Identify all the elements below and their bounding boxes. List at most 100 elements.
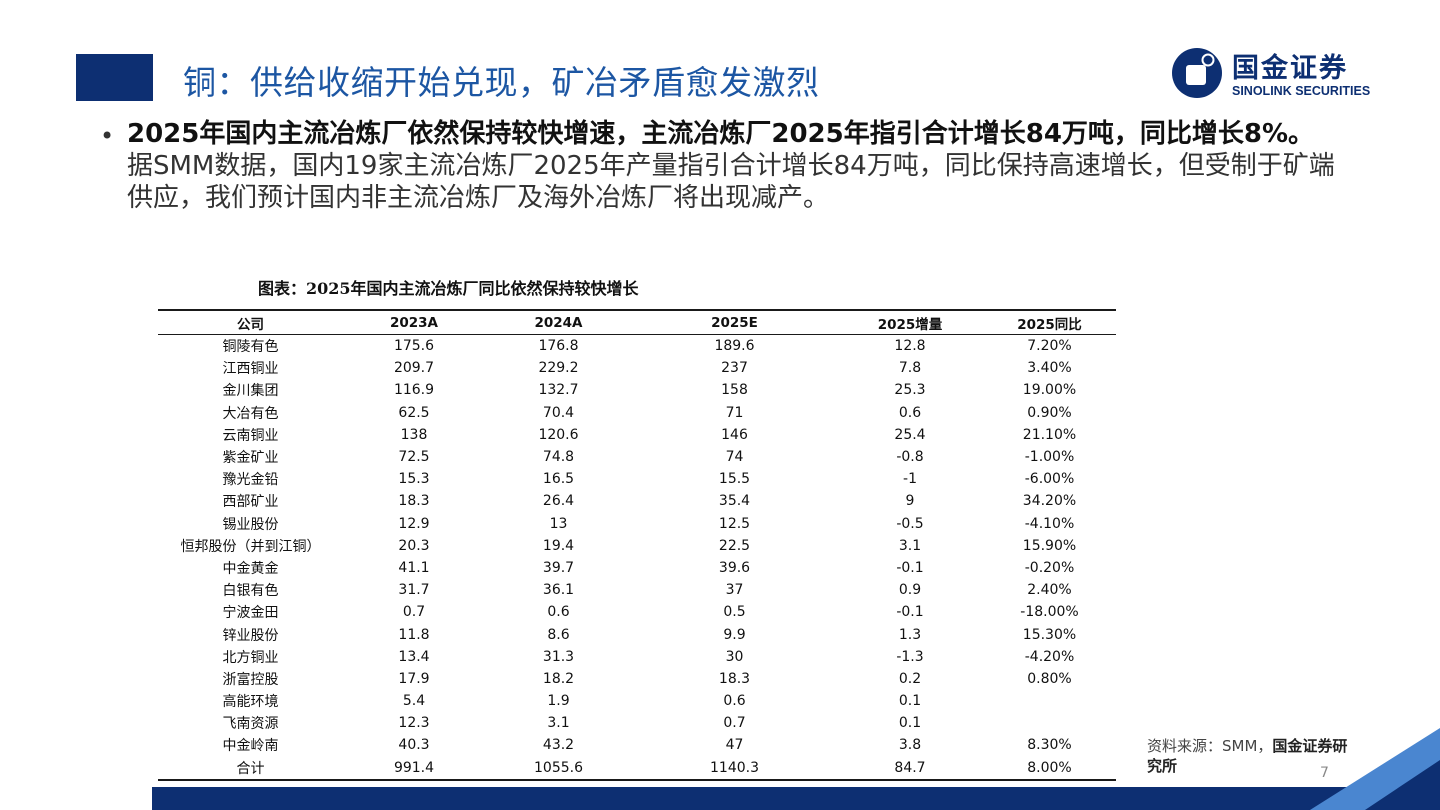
table-row: 云南铜业 138 120.6 146 25.4 21.10%: [158, 424, 1116, 446]
table-cell: 132.7: [538, 382, 579, 399]
slide-title: 铜：供给收缩开始兑现，矿冶矛盾愈发激烈: [183, 63, 820, 102]
table-header-cell: 2023A: [343, 309, 485, 335]
table-cell: 209.7: [393, 360, 435, 377]
table-cell: 0.6: [898, 404, 922, 421]
table-cell: 1.3: [898, 626, 922, 643]
table-header-row: 公司 2023A 2024A 2025E 2025增量 2025同比: [158, 309, 1116, 335]
company-name-cell: 高能环境: [222, 694, 279, 711]
table-cell: 3.40%: [1027, 360, 1072, 377]
table-cell: 30: [725, 648, 744, 665]
title-accent-block: [76, 54, 153, 101]
table-cell: 146: [721, 426, 748, 443]
table-cell: 84.7: [837, 756, 983, 781]
table-caption: 图表：2025年国内主流冶炼厂同比依然保持较快增长: [258, 279, 639, 298]
table-row: 飞南资源 12.3 3.1 0.7 0.1: [158, 712, 1116, 734]
table-cell: -6.00%: [1024, 471, 1075, 488]
table-row: 锌业股份 11.8 8.6 9.9 1.3 15.30%: [158, 623, 1116, 645]
table-cell: 74.8: [542, 449, 575, 466]
table-cell: 7.20%: [1027, 338, 1072, 355]
table-cell: 21.10%: [1022, 426, 1077, 443]
table-cell: 18.3: [718, 670, 751, 687]
company-name-cell: 白银有色: [222, 583, 279, 600]
sinolink-logo-icon: [1172, 48, 1222, 98]
table-cell: 15.90%: [1022, 537, 1077, 554]
table-cell: 12.9: [398, 515, 430, 532]
table-row: 江西铜业 209.7 229.2 237 7.8 3.40%: [158, 357, 1116, 379]
table-cell: 12.3: [398, 715, 430, 732]
table-row: 豫光金铅 15.3 16.5 15.5 -1 -6.00%: [158, 468, 1116, 490]
table-cell: 176.8: [538, 338, 579, 355]
table-cell: 1055.6: [485, 756, 632, 781]
table-cell: 25.3: [894, 382, 926, 399]
table-cell: 13.4: [398, 648, 430, 665]
company-name-cell: 江西铜业: [222, 361, 279, 378]
table-cell: 1.9: [547, 693, 570, 710]
table-cell: 237: [721, 360, 748, 377]
table-cell: 15.5: [718, 471, 751, 488]
table-cell: 31.7: [398, 582, 430, 599]
table-cell: 229.2: [538, 360, 579, 377]
table-cell: [983, 690, 1116, 712]
table-cell: 8.6: [547, 626, 570, 643]
table-cell: 17.9: [398, 670, 430, 687]
source-org: 国金证券研究所: [1147, 737, 1348, 775]
company-name-cell: 浙富控股: [222, 671, 279, 688]
company-name-cell: 宁波金田: [222, 605, 279, 622]
table-header-cell: 2024A: [485, 309, 632, 335]
table-cell: 8.30%: [1027, 737, 1072, 754]
table-cell: 9: [905, 493, 915, 510]
table-row: 浙富控股 17.9 18.2 18.3 0.2 0.80%: [158, 668, 1116, 690]
company-name-cell: 紫金矿业: [222, 450, 279, 467]
company-name-cell: 飞南资源: [222, 716, 279, 733]
table-cell: 0.6: [547, 604, 570, 621]
smelter-output-table: 公司 2023A 2024A 2025E 2025增量 2025同比 铜陵有色 175.6 1…: [158, 309, 1116, 781]
table-header-cell: 2025增量: [837, 309, 983, 335]
company-logo: 国金证券 SINOLINK SECURITIES: [1170, 44, 1410, 106]
table-row: 紫金矿业 72.5 74.8 74 -0.8 -1.00%: [158, 446, 1116, 468]
table-row: 锡业股份 12.9 13 12.5 -0.5 -4.10%: [158, 513, 1116, 535]
table-cell: 3.8: [898, 737, 922, 754]
table-cell: -18.00%: [1020, 604, 1079, 621]
table-cell: -4.10%: [1024, 515, 1075, 532]
table-cell: 20.3: [398, 537, 430, 554]
table-cell: 62.5: [398, 404, 430, 421]
company-name-cell: 大冶有色: [222, 405, 279, 422]
table-cell: 72.5: [398, 449, 430, 466]
table-body: 铜陵有色 175.6 176.8 189.6 12.8 7.20% 江西铜业 209.7 229…: [158, 335, 1116, 781]
table-cell: 7.8: [898, 360, 922, 377]
table-cell: 71: [725, 404, 744, 421]
table-cell: 0.1: [898, 693, 922, 710]
table-row: 金川集团 116.9 132.7 158 25.3 19.00%: [158, 379, 1116, 401]
table-cell: 0.1: [898, 715, 922, 732]
table-cell: 0.9: [898, 582, 922, 599]
table-cell: 40.3: [398, 737, 430, 754]
company-name-cell: 云南铜业: [222, 427, 279, 444]
table-cell: -4.20%: [1024, 648, 1075, 665]
company-name-cell: 合计: [158, 756, 343, 781]
table-cell: 15.30%: [1022, 626, 1077, 643]
table-header-cell: 2025E: [632, 309, 837, 335]
table-cell: 0.7: [723, 715, 746, 732]
table-cell: 12.5: [718, 515, 751, 532]
table-cell: 9.9: [723, 626, 746, 643]
bullet-headline: 2025年国内主流冶炼厂依然保持较快增速，主流冶炼厂2025年指引合计增长84万…: [127, 119, 1315, 149]
table-cell: 138: [400, 426, 428, 443]
company-name-cell: 中金黄金: [222, 560, 279, 577]
table-cell: 25.4: [894, 426, 926, 443]
table-cell: 19.00%: [1022, 382, 1077, 399]
table-cell: 19.4: [542, 537, 575, 554]
table-cell: -0.20%: [1024, 559, 1075, 576]
table-cell: -1.00%: [1024, 449, 1075, 466]
logo-english-name: SINOLINK SECURITIES: [1232, 84, 1371, 98]
table-row: 宁波金田 0.7 0.6 0.5 -0.1 -18.00%: [158, 601, 1116, 623]
table-cell: 41.1: [398, 559, 430, 576]
table-cell: -0.8: [896, 449, 924, 466]
table-cell: 37: [725, 582, 744, 599]
table-cell: 175.6: [393, 338, 435, 355]
table-cell: 43.2: [542, 737, 575, 754]
table-cell: 991.4: [343, 756, 485, 781]
table-cell: 12.8: [894, 338, 926, 355]
table-row: 中金黄金 41.1 39.7 39.6 -0.1 -0.20%: [158, 557, 1116, 579]
table-cell: 70.4: [542, 404, 575, 421]
table-row: 白银有色 31.7 36.1 37 0.9 2.40%: [158, 579, 1116, 601]
